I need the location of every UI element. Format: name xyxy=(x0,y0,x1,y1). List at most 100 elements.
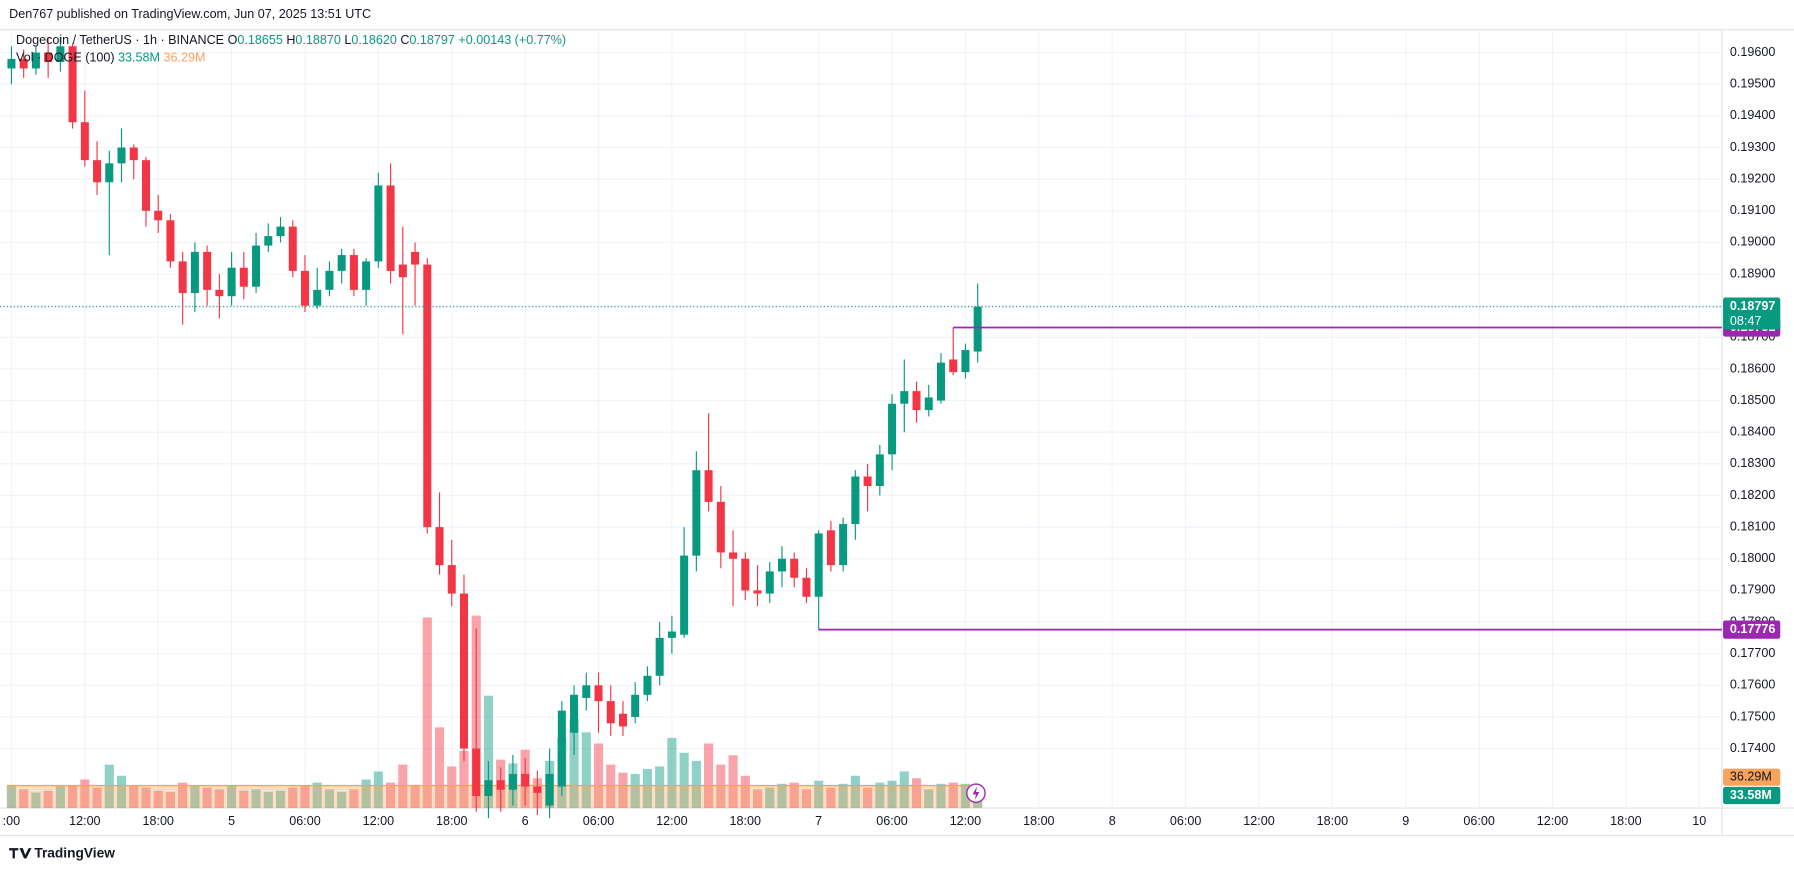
x-tick-label: 12:00 xyxy=(950,814,981,828)
x-tick-label: 06:00 xyxy=(289,814,320,828)
volume-bar xyxy=(642,768,653,809)
x-tick-label: 7 xyxy=(815,814,822,828)
x-tick-label: 12:00 xyxy=(656,814,687,828)
x-tick-label: 12:00 xyxy=(363,814,394,828)
volume-bar xyxy=(704,743,714,809)
volume-value: 33.58M xyxy=(118,51,160,65)
candle-body xyxy=(93,160,102,183)
x-tick-label: 10 xyxy=(1692,814,1706,828)
volume-bar xyxy=(312,782,322,809)
x-tick-label: 06:00 xyxy=(1170,814,1201,828)
volume-bar xyxy=(569,718,579,809)
volume-bar xyxy=(936,783,946,809)
candle-body xyxy=(484,780,493,797)
y-tick-label: 0.19200 xyxy=(1730,171,1775,185)
candle-body xyxy=(851,476,860,524)
volume-bar xyxy=(752,789,763,809)
volume-bar xyxy=(153,790,163,809)
candle-body xyxy=(459,593,468,749)
candle-body xyxy=(239,267,248,287)
volume-bar xyxy=(178,782,188,809)
candle-body xyxy=(203,251,212,290)
volume-bar xyxy=(655,766,665,809)
x-tick-label: 12:00 xyxy=(1537,814,1568,828)
volume-bar xyxy=(447,766,457,809)
volume-bar xyxy=(116,775,127,809)
volume-bar xyxy=(227,785,237,809)
volume-bar xyxy=(386,782,396,809)
candle-body xyxy=(337,255,346,271)
candle-body xyxy=(631,694,640,717)
candle-body xyxy=(863,476,872,487)
candle-body xyxy=(924,397,933,411)
y-tick-label: 0.17600 xyxy=(1730,678,1775,692)
volume-bar xyxy=(581,732,591,809)
candle-body xyxy=(606,701,615,724)
ohlc-letter: C xyxy=(400,34,409,48)
candle-body xyxy=(790,558,799,578)
candle-body xyxy=(105,163,114,183)
y-tick-label: 0.18400 xyxy=(1730,425,1775,439)
volume-bar xyxy=(875,782,885,809)
candle-body xyxy=(386,185,395,271)
symbol: Dogecoin / TetherUS · 1h · BINANCE xyxy=(16,34,224,48)
volume-bar xyxy=(606,764,616,809)
candle-body xyxy=(362,261,371,290)
volume-bar xyxy=(593,743,604,809)
volume-bar xyxy=(104,764,114,809)
candle-body xyxy=(594,685,603,702)
price-label-box xyxy=(1723,620,1781,639)
x-tick-label: 18:00 xyxy=(142,814,173,828)
volume-bar xyxy=(765,787,775,809)
volume-bar xyxy=(679,752,689,809)
volume-bar xyxy=(55,786,65,809)
volume-bar xyxy=(239,790,249,809)
y-tick-label: 0.17400 xyxy=(1730,741,1775,755)
y-tick-label: 0.19300 xyxy=(1730,140,1775,154)
candle-body xyxy=(374,185,383,262)
volume-bar xyxy=(434,727,445,809)
candle-body xyxy=(19,58,28,69)
volume-title: Vol · DOGE (100) xyxy=(16,51,115,65)
candle-body xyxy=(264,236,273,246)
volume-bar xyxy=(141,787,151,809)
candle-body xyxy=(288,226,297,271)
candle-body xyxy=(117,147,126,164)
candle-body xyxy=(190,251,199,294)
candle-body xyxy=(521,773,530,787)
x-tick-label: 8 xyxy=(1109,814,1116,828)
volume-bar xyxy=(373,771,383,809)
candle-body xyxy=(44,52,53,63)
candle-body xyxy=(814,533,823,597)
candle-body xyxy=(80,122,89,161)
volume-bar xyxy=(6,785,17,809)
y-tick-label: 0.18000 xyxy=(1730,551,1775,565)
volume-bar xyxy=(777,783,787,809)
ohlc-value: 0.18797 xyxy=(409,34,454,48)
x-tick-label: 06:00 xyxy=(876,814,907,828)
volume-bar xyxy=(43,790,53,809)
y-tick-label: 0.17700 xyxy=(1730,646,1775,660)
publisher-line: Den767 published on TradingView.com, Jun… xyxy=(9,7,371,21)
candle-body xyxy=(129,147,138,161)
candle-body xyxy=(545,773,554,806)
change: +0.00143 (+0.77%) xyxy=(458,34,566,48)
ohlc-letter: L xyxy=(344,34,351,48)
volume-bar xyxy=(422,617,432,809)
ohlc-letter: H xyxy=(286,34,295,48)
x-tick-label: :00 xyxy=(3,814,20,828)
candle-body xyxy=(411,251,420,265)
volume-bar xyxy=(887,780,897,809)
volume-bar xyxy=(288,787,298,809)
volume-ma-axis-label: 36.29M xyxy=(1730,770,1772,784)
ohlc-value: 0.18655 xyxy=(237,34,282,48)
volume-bar xyxy=(410,785,420,809)
candle-body xyxy=(900,391,909,404)
candle-body xyxy=(667,631,676,638)
x-tick-label: 06:00 xyxy=(1463,814,1494,828)
candle-body xyxy=(655,637,664,676)
plot-area: 0.19600 0.19500 0.19400 0.19300 0.19200 0.191… xyxy=(0,32,1781,828)
y-tick-label: 0.18200 xyxy=(1730,488,1775,502)
candle-body xyxy=(949,359,958,373)
volume-bar xyxy=(202,787,212,809)
